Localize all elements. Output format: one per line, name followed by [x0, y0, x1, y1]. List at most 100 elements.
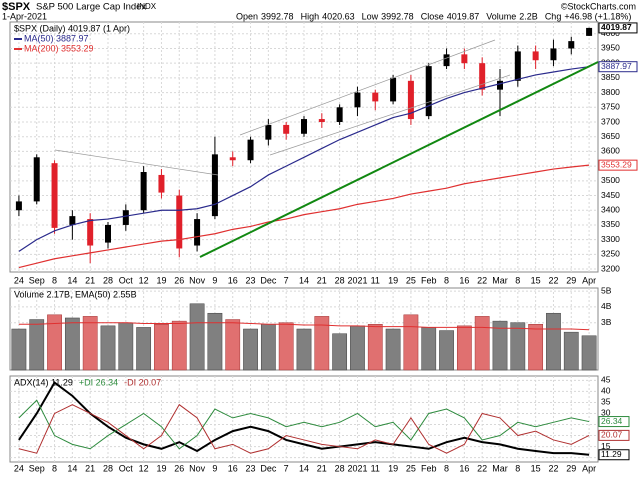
indicator-line [18, 399, 590, 450]
y-tick-label: 45 [601, 375, 611, 385]
y-tick-label: 30 [601, 408, 611, 418]
y-tick-label: 3B [601, 317, 612, 327]
x-tick-label: 21 [317, 275, 327, 285]
x-tick-label: Oct [119, 463, 134, 473]
value-box-label: 4019.87 [601, 22, 632, 32]
x-tick-label: Oct [119, 275, 134, 285]
candle-body [443, 54, 450, 67]
y-tick-label: 5B [601, 285, 612, 295]
candle-body [568, 41, 575, 49]
x-tick-label: 28 [103, 275, 113, 285]
volume-bar [225, 319, 241, 371]
x-tick-label: 29 [566, 463, 576, 473]
y-tick-label: 15 [601, 441, 611, 451]
candle-body [586, 27, 593, 36]
candle-body [336, 107, 343, 122]
x-tick-label: 26 [174, 275, 184, 285]
x-tick-label: 14 [67, 275, 77, 285]
x-tick-label: 26 [174, 463, 184, 473]
y-tick-label: 3300 [601, 234, 620, 244]
candle-body [301, 119, 307, 134]
volume-bar [171, 320, 187, 371]
x-tick-label: 22 [477, 275, 487, 285]
x-tick-label: 22 [548, 463, 558, 473]
y-tick-label: 3750 [601, 102, 620, 112]
stat-value: 4020.63 [322, 11, 355, 21]
candle-body [140, 172, 147, 211]
volume-bar [350, 325, 365, 371]
x-tick-label: Feb [421, 275, 437, 285]
y-tick-label: 3200 [601, 263, 620, 273]
x-tick-label: 19 [156, 275, 166, 285]
stat-value: 2.2B [519, 11, 538, 21]
x-tick-label: 2021 [347, 463, 367, 473]
x-tick-label: 21 [317, 463, 327, 473]
y-tick-label: 3450 [601, 190, 620, 200]
x-tick-label: 23 [246, 275, 256, 285]
candle-body [550, 48, 557, 61]
volume-bar [474, 316, 490, 371]
x-tick-label: Sep [29, 275, 45, 285]
candle-body [51, 163, 58, 228]
volume-bar [118, 322, 134, 371]
value-box-label: 26.34 [601, 416, 623, 426]
x-tick-label: Sep [29, 463, 45, 473]
x-tick-label: 14 [67, 463, 77, 473]
legend: $SPX (Daily) 4019.87 (1 Apr) [14, 23, 130, 33]
candle-body [479, 63, 486, 90]
x-tick-label: 21 [85, 275, 95, 285]
candle-body [247, 139, 254, 161]
volume-bar [82, 316, 98, 371]
stat-label: Open [236, 11, 258, 21]
x-tick-label: 9 [212, 463, 217, 473]
x-tick-label: 29 [566, 275, 576, 285]
y-tick-label: 3250 [601, 249, 620, 259]
indicator-line [18, 403, 590, 454]
x-tick-label: Nov [189, 463, 206, 473]
value-box [598, 429, 630, 441]
stat-label: Low [362, 11, 379, 21]
volume-bar [47, 314, 62, 371]
x-tick-label: 8 [444, 463, 449, 473]
value-box [598, 449, 630, 461]
x-tick-label: 8 [515, 275, 520, 285]
y-tick-label: 3850 [601, 72, 620, 82]
ema-line [18, 322, 590, 331]
ma-line [18, 164, 590, 269]
volume-bar [136, 327, 152, 371]
channel-line [54, 149, 219, 176]
volume-bar [207, 312, 223, 371]
x-tick-label: 14 [299, 463, 309, 473]
volume-bar [367, 324, 383, 371]
legend: ADX(14) 11.29 [14, 377, 73, 387]
x-tick-label: Nov [189, 275, 206, 285]
candle-body [69, 216, 76, 225]
stat-value: 3992.78 [381, 11, 414, 21]
legend: Volume 2.17B, EMA(50) 2.55B [14, 289, 137, 299]
panel [9, 375, 599, 463]
watermark: ©StockCharts.com [561, 1, 636, 11]
candle-body [407, 80, 414, 120]
x-tick-label: 12 [139, 275, 149, 285]
x-tick-label: Apr [582, 275, 596, 285]
x-tick-label: 15 [531, 275, 541, 285]
name: S&P 500 Large Cap Index [36, 2, 146, 13]
candle-body [532, 51, 539, 61]
x-tick-label: 28 [103, 463, 113, 473]
x-tick-label: 23 [246, 463, 256, 473]
candle-body [15, 201, 22, 211]
x-tick-label: 8 [52, 463, 57, 473]
candle-body [194, 219, 201, 246]
candle-body [211, 154, 218, 217]
stat-value: 3992.78 [261, 11, 294, 21]
candle-body [497, 80, 503, 90]
volume-bar [510, 322, 526, 371]
volume-bar [154, 324, 169, 371]
candle-body [461, 54, 468, 64]
candle-body [354, 92, 361, 108]
volume-bar [189, 303, 205, 371]
x-tick-label: 22 [477, 463, 487, 473]
x-tick-label: 8 [52, 275, 57, 285]
x-tick-label: Dec [260, 463, 277, 473]
stat-label: Chg [545, 11, 562, 21]
